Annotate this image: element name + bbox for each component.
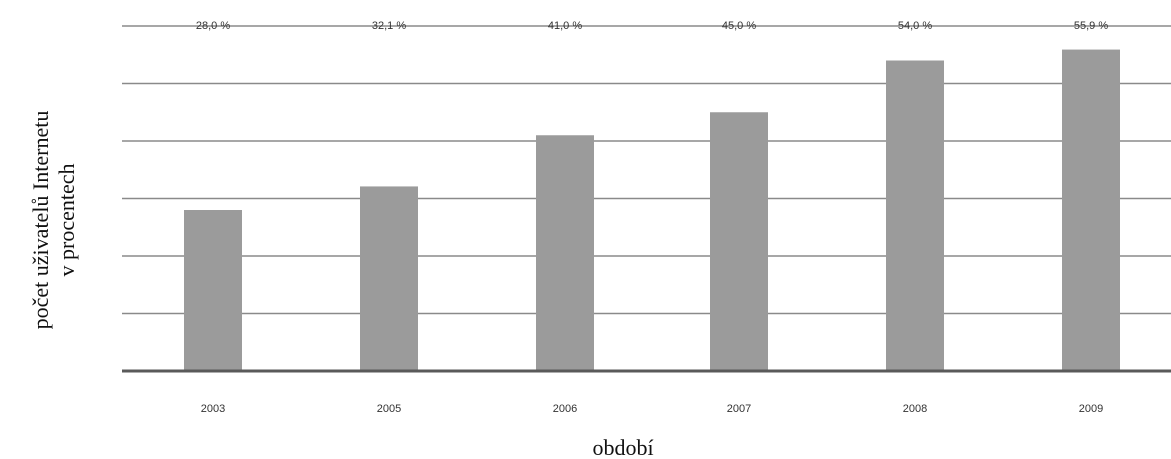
x-tick-2006: 2006 [553, 403, 577, 415]
data-label-2005: 32,1 % [372, 20, 406, 32]
data-label-2009: 55,9 % [1074, 20, 1108, 32]
data-labels: 28,0 % 32,1 % 41,0 % 45,0 % 54,0 % 55,9 % [196, 20, 1108, 32]
x-tick-2009: 2009 [1079, 403, 1103, 415]
data-label-2006: 41,0 % [548, 20, 582, 32]
bar-2003 [184, 210, 242, 371]
gridlines [122, 25, 1171, 315]
x-tick-2005: 2005 [377, 403, 401, 415]
y-axis-title-line-1: počet uživatelů Internetu [28, 111, 53, 330]
x-tick-2007: 2007 [727, 403, 751, 415]
data-label-2008: 54,0 % [898, 20, 932, 32]
y-axis-title-line-2: v procentech [54, 164, 79, 277]
x-tick-labels: 2003 2005 2006 2007 2008 2009 [201, 403, 1103, 415]
x-tick-2003: 2003 [201, 403, 225, 415]
data-label-2003: 28,0 % [196, 20, 230, 32]
data-label-2007: 45,0 % [722, 20, 756, 32]
bar-2007 [710, 112, 768, 371]
x-axis-title: období [592, 435, 653, 459]
bar-2008 [886, 60, 944, 371]
bars [184, 49, 1120, 371]
bar-2009 [1062, 49, 1120, 371]
bar-2005 [360, 186, 418, 371]
bar-2006 [536, 135, 594, 371]
y-axis-title: počet uživatelů Internetu v procentech [28, 111, 79, 330]
x-tick-2008: 2008 [903, 403, 927, 415]
